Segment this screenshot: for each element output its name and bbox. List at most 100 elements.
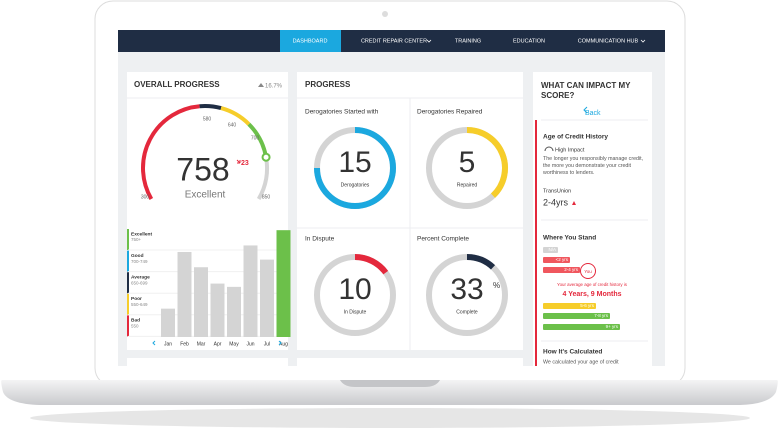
range-label: <2 yrs	[556, 257, 569, 262]
card-value: 10	[338, 273, 371, 306]
back-link[interactable]: Back	[585, 110, 601, 117]
card-value: 33	[450, 273, 483, 306]
bureau-value: 2-4yrs	[543, 197, 569, 207]
x-tick-label: Aug	[279, 341, 288, 347]
card-caption: In Dispute	[344, 309, 367, 315]
nav-item[interactable]: CREDIT REPAIR CENTER	[361, 38, 427, 44]
gauge-label: 580	[203, 116, 212, 122]
bar	[260, 259, 274, 337]
description: The longer you responsibly manage credit…	[543, 156, 644, 177]
you-value: 4 Years, 9 Months	[562, 291, 621, 298]
legend-label: Poor	[131, 296, 142, 302]
donut-arc	[314, 127, 396, 209]
base-notch	[340, 380, 440, 387]
range-bar	[543, 324, 620, 330]
range-label: 7-8 yrs	[594, 313, 609, 318]
panel	[297, 358, 523, 366]
bureau: TransUnion	[543, 188, 571, 194]
panel-title: PROGRESS	[305, 80, 351, 89]
shadow	[30, 408, 750, 428]
card-caption: Repaired	[457, 182, 478, 188]
nav-bar	[118, 30, 665, 52]
range-bar	[543, 313, 610, 319]
next-arrow[interactable]	[278, 340, 282, 346]
legend-range: 550-649	[131, 302, 148, 307]
impact-title: WHAT CAN IMPACT MY SCORE?	[541, 81, 631, 100]
score: 758	[176, 151, 229, 187]
rating: Excellent	[185, 190, 226, 201]
panel	[127, 358, 288, 366]
range-label: 5-6 yrs	[580, 303, 595, 308]
donut-arc	[466, 127, 508, 198]
up-icon	[258, 83, 264, 87]
change: 16.7%	[265, 84, 283, 90]
range-label: N/A	[548, 247, 556, 252]
gauge-label: 850	[262, 194, 271, 200]
bar	[227, 286, 241, 337]
impact-level: High Impact	[555, 147, 585, 153]
nav-item[interactable]: COMMUNICATION HUB	[578, 38, 639, 44]
calc-text: We calculated your age of credit	[543, 359, 619, 365]
x-tick-label: Jun	[246, 341, 254, 347]
x-tick-label: May	[229, 341, 239, 347]
card-caption: Complete	[456, 309, 478, 315]
legend-range: 650-699	[131, 280, 148, 285]
calc-title: How It's Calculated	[543, 349, 602, 356]
legend-label: Excellent	[131, 231, 152, 237]
range-label: 9+ yrs	[606, 324, 619, 329]
card-title: Percent Complete	[417, 236, 469, 243]
score-change: 23	[241, 160, 249, 167]
camera	[382, 11, 388, 17]
nav-item[interactable]: DASHBOARD	[293, 38, 328, 44]
gauge-icon	[544, 146, 554, 152]
prev-arrow[interactable]	[152, 340, 156, 346]
gauge-label: 640	[228, 122, 237, 128]
x-tick-label: Jul	[264, 341, 270, 347]
bar	[177, 251, 192, 337]
gauge-arc	[141, 104, 200, 200]
you-label: You	[584, 269, 592, 274]
x-tick-label: Feb	[180, 341, 189, 347]
card-title: Derogatories Repaired	[417, 109, 483, 116]
bar	[161, 308, 175, 337]
legend-range: 550	[131, 324, 139, 329]
card-value: 15	[338, 146, 371, 179]
bar	[210, 283, 225, 337]
card-title: Derogatories Started with	[305, 109, 379, 116]
range-label: 2-4 yrs	[564, 267, 579, 272]
gauge-marker	[261, 152, 271, 162]
card-unit: %	[493, 281, 500, 290]
back-icon[interactable]	[583, 106, 588, 114]
gauge-arc	[220, 106, 251, 126]
range-bar	[543, 303, 596, 309]
range-bar	[543, 267, 580, 273]
legend-label: Bad	[131, 318, 140, 324]
nav-active[interactable]	[280, 30, 341, 52]
score-arrow	[236, 159, 241, 164]
down-icon	[572, 201, 576, 205]
panel-title: OVERALL PROGRESS	[134, 80, 220, 89]
factor-title: Age of Credit History	[543, 134, 608, 141]
donut-arc	[466, 254, 496, 270]
gauge-label: 300	[141, 194, 150, 200]
card-title: In Dispute	[305, 236, 335, 243]
legend-range: 700-749	[131, 259, 148, 264]
bar	[243, 245, 258, 337]
laptop-base	[1, 380, 778, 405]
you-marker	[580, 263, 596, 279]
bar	[276, 230, 291, 337]
stand-title: Where You Stand	[543, 235, 596, 242]
legend-label: Good	[131, 253, 144, 259]
legend-label: Average	[131, 274, 150, 280]
you-text: Your average age of credit history is	[557, 282, 628, 287]
gauge-label: 700	[251, 135, 260, 141]
bar	[194, 267, 208, 337]
x-tick-label: Jan	[164, 341, 172, 347]
nav-item[interactable]: TRAINING	[455, 38, 481, 44]
x-tick-label: Apr	[214, 341, 222, 347]
caret	[426, 39, 646, 43]
nav-item[interactable]: EDUCATION	[513, 38, 545, 44]
legend-range: 750+	[131, 237, 142, 242]
